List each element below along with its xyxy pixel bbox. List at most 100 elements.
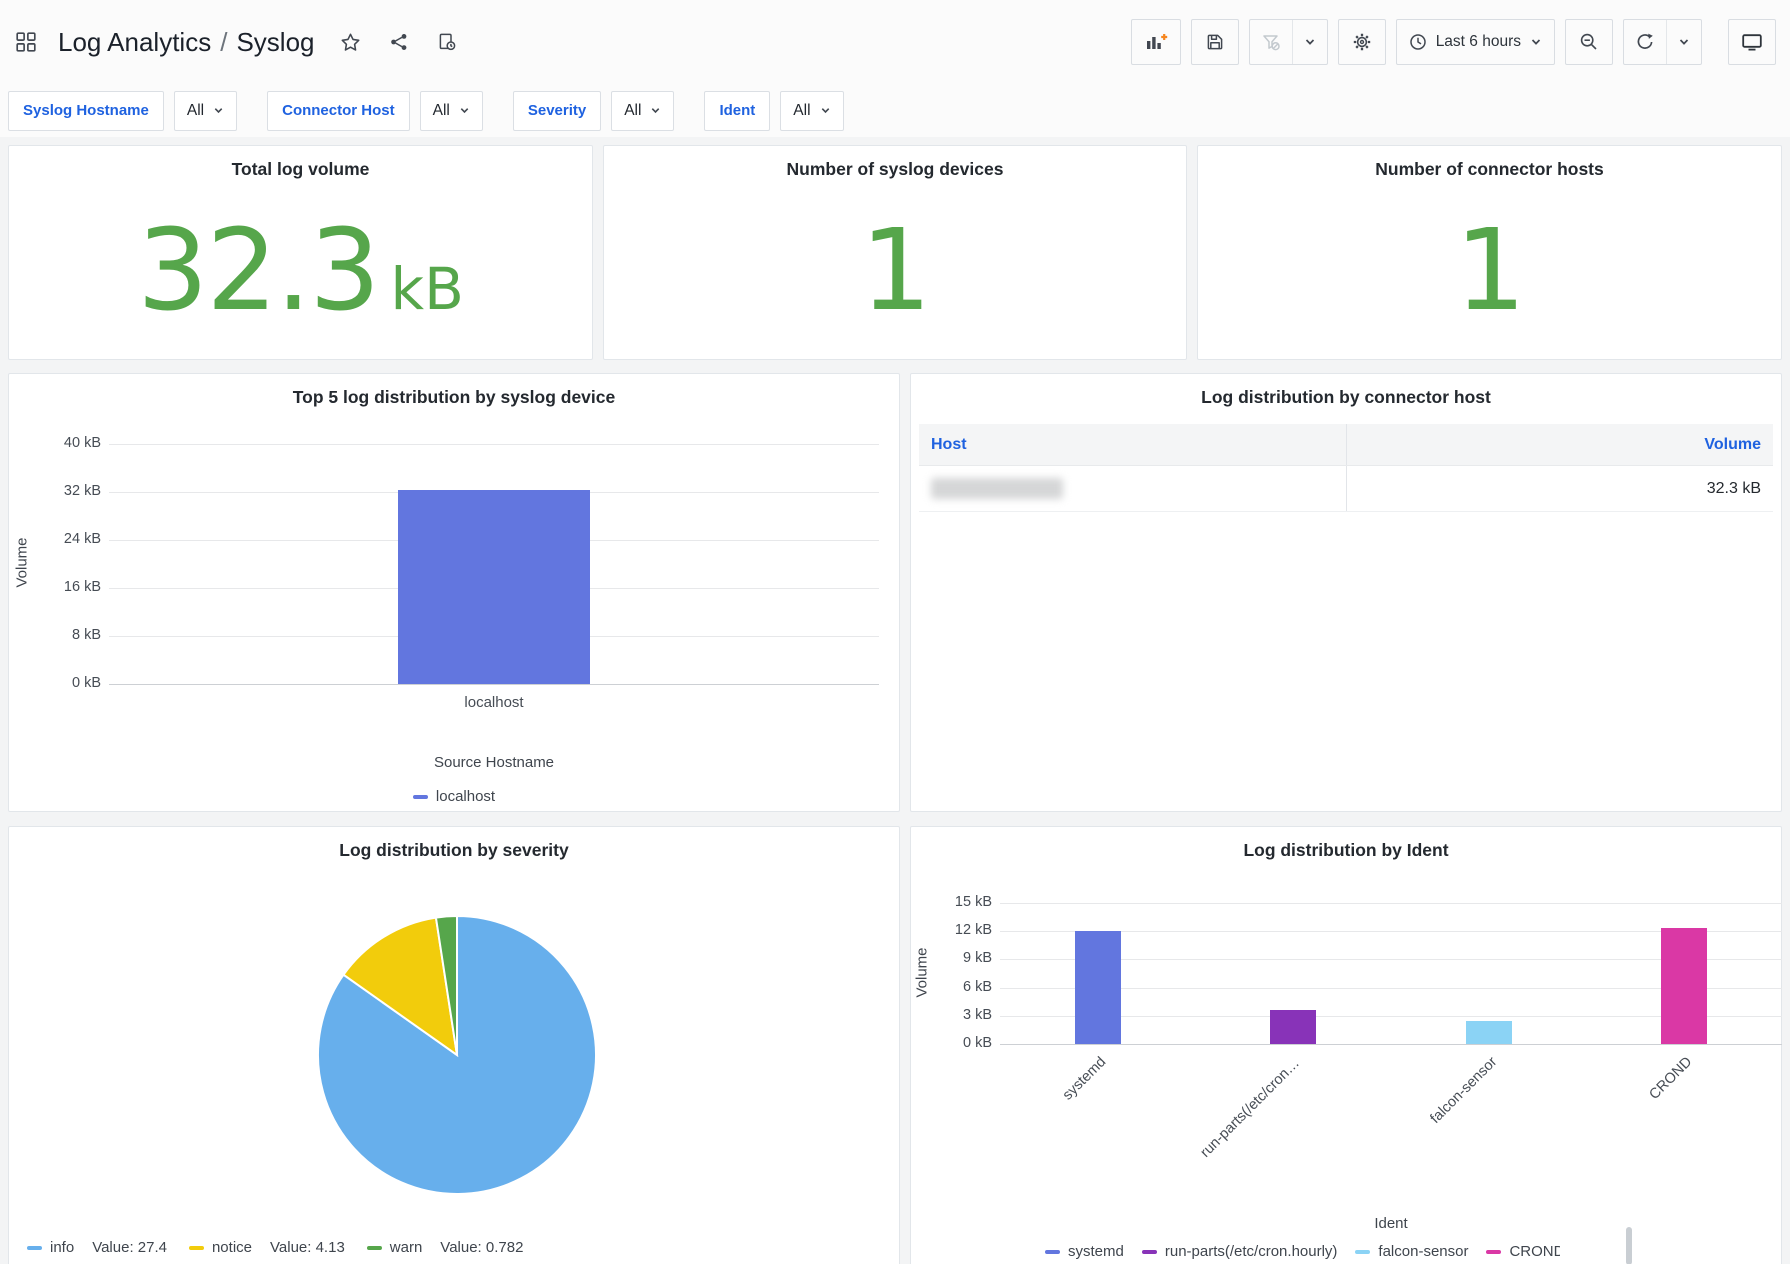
breadcrumb-separator: / bbox=[220, 26, 228, 57]
bar-chart-syslog-devices: 0 kB 8 kB 16 kB 24 kB 32 kB 40 kB localhost bbox=[9, 374, 899, 811]
gridline bbox=[1000, 931, 1782, 933]
bar-falcon-sensor[interactable] bbox=[1465, 1021, 1512, 1044]
filter-button-group bbox=[1248, 19, 1328, 65]
redacted-host-value bbox=[931, 478, 1063, 499]
y-tick-label: 16 kB bbox=[63, 579, 101, 595]
chart-legend: info Value: 27.4 notice Value: 4.13 warn Valu… bbox=[27, 1239, 523, 1256]
panel-title[interactable]: Log distribution by severity bbox=[339, 840, 569, 860]
bar-CROND[interactable] bbox=[1661, 928, 1708, 1044]
stat-total-log-volume: 32.3 kB bbox=[137, 215, 464, 327]
filter-label: Severity bbox=[512, 90, 602, 131]
filter-syslog-hostname: Syslog Hostname All bbox=[8, 90, 238, 131]
save-dashboard-button[interactable] bbox=[1190, 19, 1239, 65]
refresh-button[interactable] bbox=[1624, 20, 1666, 64]
column-header-volume[interactable]: Volume bbox=[1704, 435, 1761, 453]
filter-selected-value: All bbox=[432, 101, 450, 119]
filter-selected-value: All bbox=[624, 101, 642, 119]
filter-value-dropdown[interactable]: All bbox=[780, 90, 844, 131]
filter-value-dropdown[interactable]: All bbox=[419, 90, 483, 131]
stat-value-wrap: 1 bbox=[604, 186, 1186, 355]
plus-icon bbox=[1160, 34, 1167, 40]
panel-title[interactable]: Number of connector hosts bbox=[1375, 159, 1604, 179]
filter-selected-value: All bbox=[793, 101, 811, 119]
y-tick-label: 24 kB bbox=[63, 531, 101, 547]
gridline bbox=[1000, 1044, 1782, 1045]
y-tick-label: 8 kB bbox=[71, 627, 101, 643]
table-row[interactable]: 32.3 kB bbox=[919, 466, 1773, 512]
x-tick-label: run-parts(/etc/cron.hourly) bbox=[1197, 1054, 1305, 1161]
legend-item-notice[interactable]: notice Value: 4.13 bbox=[188, 1239, 345, 1256]
top-bar: Log Analytics / Syslog bbox=[0, 0, 1790, 84]
legend-swatch bbox=[1045, 1249, 1060, 1254]
stat-unit: kB bbox=[390, 254, 464, 323]
legend-item-systemd[interactable]: systemd bbox=[1045, 1243, 1124, 1260]
zoom-out-icon bbox=[1580, 33, 1597, 50]
connector-host-table: Host Volume 32.3 kB bbox=[919, 424, 1773, 512]
chevron-down-icon bbox=[460, 108, 469, 114]
bar-localhost[interactable] bbox=[398, 490, 590, 684]
legend-value: Value: 0.782 bbox=[440, 1239, 524, 1256]
dashboard-settings-button[interactable] bbox=[1337, 19, 1386, 65]
legend-scrollbar[interactable] bbox=[1626, 1227, 1632, 1264]
panel-title[interactable]: Log distribution by Ident bbox=[1243, 840, 1449, 860]
dashboards-grid-icon[interactable] bbox=[10, 26, 42, 58]
pie-slice-notice[interactable] bbox=[342, 916, 459, 1058]
legend-value: Value: 27.4 bbox=[92, 1239, 167, 1256]
y-tick-label: 32 kB bbox=[63, 483, 101, 499]
gridline bbox=[1000, 987, 1782, 989]
panel-top5-syslog-device: Top 5 log distribution by syslog device … bbox=[8, 373, 900, 812]
legend-label: info bbox=[50, 1239, 75, 1256]
filter-variables-button[interactable] bbox=[1250, 20, 1292, 64]
refresh-interval-chevron[interactable] bbox=[1666, 20, 1701, 64]
filter-value-dropdown[interactable]: All bbox=[173, 90, 238, 131]
pie-slice-warn[interactable] bbox=[434, 914, 458, 1056]
monitor-icon bbox=[1742, 34, 1762, 51]
panel-title[interactable]: Total log volume bbox=[231, 159, 370, 179]
column-header-host[interactable]: Host bbox=[919, 424, 1347, 465]
tv-mode-button[interactable] bbox=[1728, 19, 1776, 65]
panel-connector-hosts-count: Number of connector hosts 1 bbox=[1197, 145, 1782, 360]
y-tick-label: 3 kB bbox=[962, 1006, 992, 1023]
legend-swatch bbox=[188, 1245, 204, 1250]
stat-number: 32.3 bbox=[137, 205, 380, 336]
stat-number: 1 bbox=[860, 205, 931, 336]
bar-systemd[interactable] bbox=[1074, 931, 1121, 1044]
refresh-button-group bbox=[1623, 19, 1702, 65]
legend-item-CROND[interactable]: CROND bbox=[1486, 1243, 1560, 1260]
filter-dropdown-chevron[interactable] bbox=[1291, 20, 1327, 64]
legend-swatch bbox=[1355, 1249, 1371, 1254]
top-bar-actions: Last 6 hours bbox=[1130, 19, 1776, 65]
legend-item-run-parts(/etc/cron.hourly)[interactable]: run-parts(/etc/cron.hourly) bbox=[1141, 1243, 1337, 1260]
bar-run-parts(/etc/cron.hourly)[interactable] bbox=[1270, 1009, 1317, 1044]
chart-legend: localhost bbox=[9, 788, 899, 805]
panel-title[interactable]: Top 5 log distribution by syslog device bbox=[292, 387, 616, 407]
time-range-label: Last 6 hours bbox=[1435, 33, 1521, 50]
share-icon[interactable] bbox=[383, 26, 415, 58]
legend-swatch bbox=[412, 794, 428, 799]
filter-value-dropdown[interactable]: All bbox=[611, 90, 675, 131]
legend-swatch bbox=[366, 1245, 382, 1250]
legend-item-localhost[interactable]: localhost bbox=[412, 788, 495, 805]
snapshot-icon[interactable] bbox=[431, 26, 463, 58]
filter-connector-host: Connector Host All bbox=[267, 90, 483, 131]
zoom-out-button[interactable] bbox=[1565, 19, 1613, 65]
panel-connector-host-table: Log distribution by connector host Host … bbox=[910, 373, 1782, 812]
panel-total-log-volume: Total log volume 32.3 kB bbox=[8, 145, 593, 360]
cell-volume: 32.3 kB bbox=[1706, 479, 1761, 497]
legend-item-warn[interactable]: warn Value: 0.782 bbox=[366, 1239, 524, 1256]
legend-swatch bbox=[27, 1245, 42, 1250]
stat-value-wrap: 1 bbox=[1198, 186, 1781, 355]
legend-swatch bbox=[1486, 1249, 1502, 1254]
template-variables-bar: Syslog Hostname All Connector Host All S… bbox=[0, 84, 1790, 137]
legend-item-info[interactable]: info Value: 27.4 bbox=[27, 1239, 167, 1256]
legend-item-falcon-sensor[interactable]: falcon-sensor bbox=[1355, 1243, 1468, 1260]
panel-ident-bars: Log distribution by Ident Volume 0 kB 3 k… bbox=[910, 826, 1782, 1264]
time-range-picker[interactable]: Last 6 hours bbox=[1395, 19, 1555, 65]
top-bar-left: Log Analytics / Syslog bbox=[10, 26, 463, 58]
panel-title[interactable]: Log distribution by connector host bbox=[1201, 387, 1491, 407]
breadcrumb-folder[interactable]: Log Analytics bbox=[58, 26, 212, 57]
panel-title[interactable]: Number of syslog devices bbox=[786, 159, 1004, 179]
add-panel-button[interactable] bbox=[1130, 19, 1181, 65]
star-icon[interactable] bbox=[335, 26, 367, 58]
